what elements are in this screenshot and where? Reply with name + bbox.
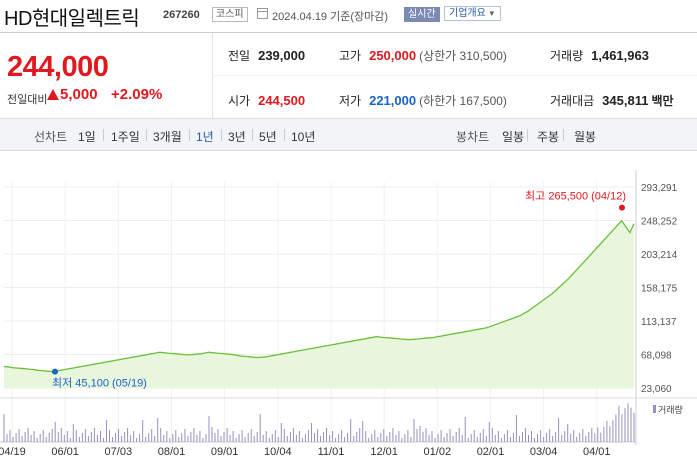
day-low: 저가 221,000 (하한가 167,500) [339, 93, 507, 108]
tab-daily[interactable]: 일봉 [502, 130, 525, 144]
up-triangle-icon [47, 89, 59, 100]
volume-legend-swatch [653, 405, 656, 413]
volume: 거래량 1,461,963 [550, 48, 649, 63]
quote-panel: 244,000 전일대비 5,000 +2.09% 전일 239,000 고가 25… [0, 32, 697, 119]
price-line [3, 219, 635, 373]
y-tick-label: 23,060 [641, 384, 672, 395]
min-point [52, 368, 58, 375]
day-high: 고가 250,000 (상한가 310,500) [339, 48, 507, 63]
max-label: 최고 265,500 (04/12) [525, 190, 626, 203]
divider [284, 129, 285, 141]
divider [146, 129, 147, 141]
x-tick-label: 12/01 [370, 446, 398, 458]
price-area [4, 220, 634, 388]
divider [527, 129, 528, 141]
y-tick-label: 113,137 [641, 317, 677, 328]
divider [563, 129, 564, 141]
x-tick-label: 04/01 [583, 446, 611, 458]
chart-tabs: 선차트 1일 1주일 3개월 1년 3년 5년 10년 봉차트 일봉 주봉 월봉 [0, 119, 697, 151]
x-tick-label: 11/01 [318, 446, 345, 458]
x-tick-label: 03/04 [530, 446, 558, 458]
stock-header: HD현대일렉트릭 267260 코스피 2024.04.19 기준(장마감) 실… [0, 0, 697, 30]
max-point [619, 204, 625, 211]
tab-1d[interactable]: 1일 [78, 130, 96, 144]
market-badge: 코스피 [212, 7, 248, 22]
tab-5y[interactable]: 5년 [259, 130, 277, 144]
prev-close: 전일 239,000 [228, 48, 306, 63]
x-tick-label: 09/01 [211, 446, 239, 458]
x-tick-label: 10/04 [264, 446, 292, 458]
y-tick-label: 203,214 [641, 250, 678, 261]
tab-3m[interactable]: 3개월 [153, 130, 182, 144]
divider [221, 129, 222, 141]
change-percent: +2.09% [111, 86, 163, 103]
line-chart-label: 선차트 [34, 130, 68, 144]
trade-amount: 거래대금 345,811 백만 [550, 93, 674, 108]
x-tick-label: 01/02 [424, 446, 452, 458]
chevron-down-icon: ▼ [487, 9, 496, 18]
tab-1w[interactable]: 1주일 [111, 130, 140, 144]
divider [212, 75, 697, 76]
x-tick-label: 02/01 [477, 446, 505, 458]
open-price: 시가 244,500 [228, 93, 306, 108]
price-chart[interactable]: 293,291 248,252 203,214 158,175 113,137 68,09… [0, 150, 697, 467]
y-tick-label: 293,291 [641, 183, 678, 194]
volume-legend: 거래량 [658, 404, 683, 415]
company-info-dropdown[interactable]: 기업개요 ▼ [444, 6, 501, 21]
quote-date: 2024.04.19 기준(장마감) [272, 11, 389, 23]
change-amount: 5,000 [60, 86, 98, 103]
realtime-button[interactable]: 실시간 [404, 7, 440, 22]
x-tick-label: 07/03 [105, 446, 133, 458]
company-info-label: 기업개요 [449, 8, 486, 19]
candle-chart-label: 봉차트 [456, 130, 490, 144]
stock-name: HD현대일렉트릭 [4, 8, 140, 30]
divider [189, 129, 190, 141]
current-price: 244,000 [7, 51, 109, 83]
y-tick-label: 248,252 [641, 217, 678, 228]
y-tick-label: 158,175 [641, 284, 678, 295]
change-value: 5,000 [47, 86, 98, 103]
tab-weekly[interactable]: 주봉 [537, 130, 560, 144]
calendar-icon [257, 8, 268, 19]
tab-10y[interactable]: 10년 [291, 130, 316, 144]
divider [103, 129, 104, 141]
tab-3y[interactable]: 3년 [228, 130, 246, 144]
x-tick-label: 06/01 [51, 446, 79, 458]
x-tick-label: 08/01 [158, 446, 186, 458]
tab-1y[interactable]: 1년 [196, 130, 214, 144]
tab-monthly[interactable]: 월봉 [574, 130, 597, 144]
change-label: 전일대비 [7, 94, 48, 106]
divider [252, 129, 253, 141]
x-tick-label: 04/19 [0, 446, 26, 458]
stock-code: 267260 [163, 9, 200, 21]
y-tick-label: 68,098 [641, 351, 672, 362]
min-label: 최저 45,100 (05/19) [52, 377, 147, 390]
